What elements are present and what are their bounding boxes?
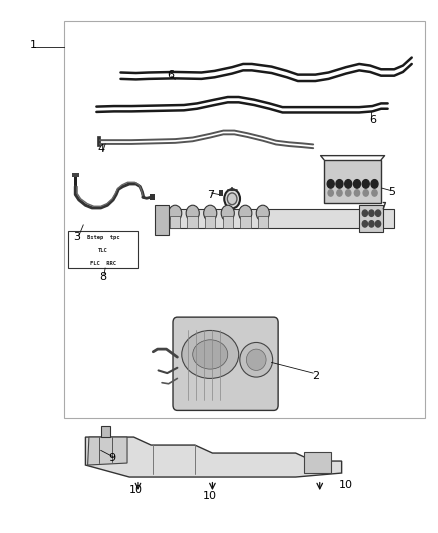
Bar	[150, 194, 155, 200]
Circle shape	[354, 190, 360, 196]
Text: TLC: TLC	[98, 248, 108, 253]
Bar	[187, 216, 198, 228]
FancyBboxPatch shape	[173, 317, 278, 410]
Circle shape	[371, 180, 378, 188]
Circle shape	[372, 190, 377, 196]
Circle shape	[369, 221, 374, 227]
Text: 8: 8	[99, 272, 106, 282]
Circle shape	[375, 221, 381, 227]
Text: FLC  RRC: FLC RRC	[90, 261, 116, 266]
Circle shape	[239, 205, 252, 221]
Circle shape	[346, 190, 351, 196]
Bar	[155, 205, 169, 235]
Bar	[158, 209, 394, 228]
Text: 6: 6	[369, 115, 376, 125]
Bar	[240, 216, 251, 228]
Text: 7: 7	[207, 190, 214, 199]
Bar	[74, 175, 77, 187]
Ellipse shape	[182, 330, 239, 378]
Bar	[68, 231, 138, 268]
Circle shape	[363, 190, 368, 196]
Circle shape	[224, 189, 240, 208]
Bar	[219, 190, 223, 196]
Text: 6: 6	[167, 70, 174, 79]
Circle shape	[362, 221, 367, 227]
Text: 10: 10	[203, 491, 217, 500]
Text: 10: 10	[129, 486, 143, 495]
Text: 5: 5	[389, 187, 396, 197]
Bar	[101, 426, 110, 437]
Polygon shape	[85, 437, 342, 477]
Bar	[170, 216, 180, 228]
Text: 3: 3	[73, 232, 80, 242]
Circle shape	[186, 205, 199, 221]
Text: 1: 1	[29, 41, 36, 50]
Circle shape	[221, 205, 234, 221]
Text: 10: 10	[339, 480, 353, 490]
Bar	[324, 160, 381, 203]
Circle shape	[336, 180, 343, 188]
Ellipse shape	[193, 340, 228, 369]
Circle shape	[337, 190, 342, 196]
Circle shape	[169, 205, 182, 221]
Bar	[258, 216, 268, 228]
Polygon shape	[88, 437, 127, 465]
Bar	[304, 452, 331, 473]
Bar	[72, 173, 79, 177]
Bar	[64, 21, 425, 418]
Circle shape	[362, 210, 367, 216]
Ellipse shape	[240, 342, 272, 377]
Circle shape	[345, 180, 352, 188]
Circle shape	[353, 180, 360, 188]
Bar	[205, 216, 215, 228]
Circle shape	[204, 205, 217, 221]
Ellipse shape	[246, 349, 266, 370]
Bar	[97, 136, 100, 146]
Bar	[359, 205, 383, 232]
Text: Bstep  tpc: Bstep tpc	[87, 235, 119, 240]
Circle shape	[256, 205, 269, 221]
Circle shape	[375, 210, 381, 216]
Circle shape	[328, 190, 333, 196]
Circle shape	[327, 180, 334, 188]
Circle shape	[362, 180, 369, 188]
Text: 4: 4	[97, 144, 104, 154]
Bar	[223, 216, 233, 228]
Circle shape	[369, 210, 374, 216]
Text: 2: 2	[312, 371, 319, 381]
Text: 9: 9	[108, 454, 115, 463]
Circle shape	[227, 193, 237, 205]
